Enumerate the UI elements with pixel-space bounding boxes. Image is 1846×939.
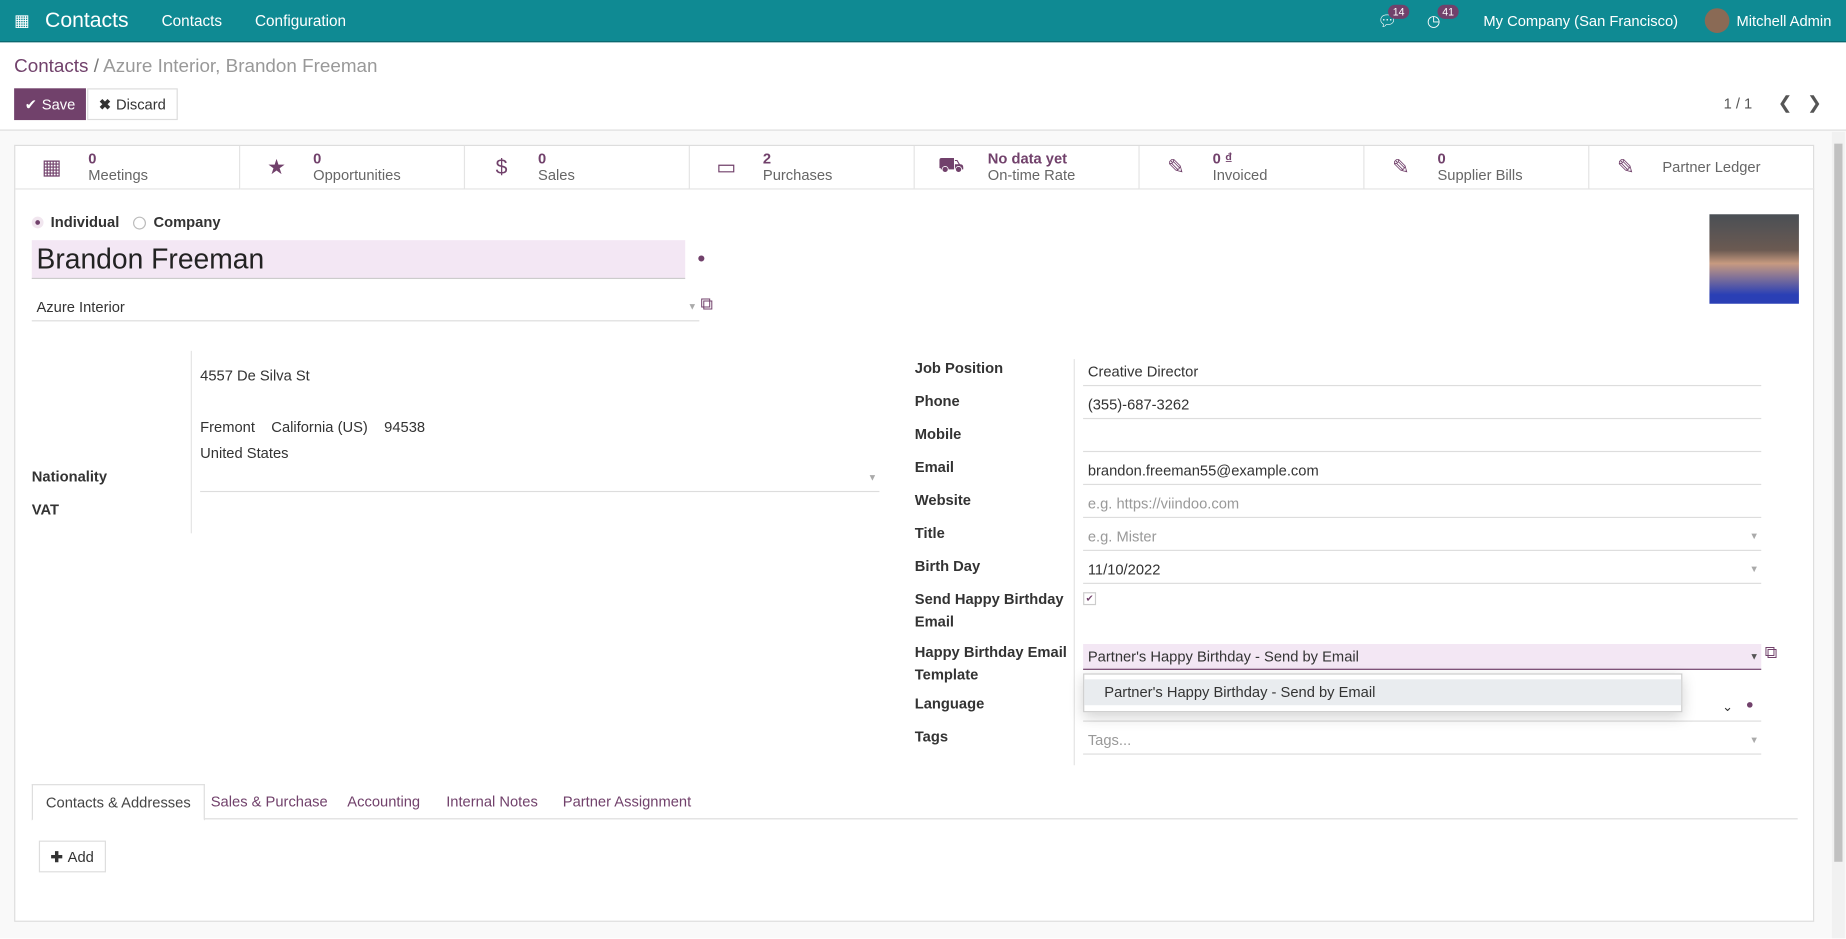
smart-button-invoiced[interactable]: ✎ 0 ₫ Invoiced [1139, 145, 1365, 190]
discard-button[interactable]: ✖ Discard [87, 88, 178, 121]
activities-badge: 41 [1437, 4, 1459, 19]
smart-button-on-time-rate[interactable]: ⛟ No data yet On-time Rate [914, 145, 1140, 190]
app-title[interactable]: Contacts [45, 8, 129, 32]
tab-sales-purchase[interactable]: Sales & Purchase [210, 793, 328, 810]
activities-icon[interactable]: ◷ 41 [1427, 4, 1459, 30]
field-input[interactable]: (355)-687-3262 [1083, 391, 1762, 420]
credit-card-icon: ▭ [716, 154, 737, 179]
field-input[interactable]: Partner's Happy Birthday - Send by Email… [1083, 643, 1762, 670]
external-link-icon[interactable]: ⧉ [1764, 642, 1778, 663]
label-field: Website [914, 492, 971, 509]
plus-icon: ✚ [50, 848, 63, 866]
caret-down-icon: ▼ [867, 472, 878, 483]
avatar-photo[interactable] [1709, 214, 1799, 304]
language-globe-icon[interactable]: ● [1745, 698, 1754, 713]
country[interactable]: United States [200, 445, 289, 462]
birthday-email-checkbox[interactable]: ✔ [1083, 592, 1097, 606]
menu-contacts[interactable]: Contacts [161, 11, 223, 30]
language-globe-icon[interactable]: ● [696, 249, 706, 267]
field-input[interactable]: ⌄ [1083, 693, 1762, 722]
label-vat: VAT [31, 501, 60, 519]
form-sheet: ▦ 0 Meetings ★ 0 Opportunities $0 Sales ▭ 2 Purcha… [14, 144, 1815, 922]
template-dropdown: Partner's Happy Birthday - Send by Email [1083, 673, 1683, 713]
smart-button-meetings[interactable]: ▦ 0 Meetings [15, 145, 241, 190]
smart-button-supplier-bills[interactable]: ✎ 0 Supplier Bills [1364, 145, 1590, 190]
label-field: Language [914, 695, 985, 713]
company-switcher[interactable]: My Company (San Francisco) [1483, 12, 1679, 29]
smart-button-opportunities[interactable]: ★ 0 Opportunities [240, 145, 466, 190]
zip[interactable]: 94538 [384, 419, 426, 436]
radio-individual[interactable]: Individual [31, 214, 120, 231]
label-field: Happy Birthday Email Template [914, 643, 1067, 683]
label-field: Title [914, 525, 945, 542]
star-icon: ★ [267, 154, 287, 179]
menu-configuration[interactable]: Configuration [254, 11, 347, 30]
tab-contacts-addresses[interactable]: Contacts & Addresses [31, 784, 205, 821]
label-field: Job Position [914, 360, 1004, 377]
smart-button-partner-ledger[interactable]: ✎ Partner Ledger [1589, 146, 1815, 190]
name-input[interactable]: Brandon Freeman [31, 240, 686, 280]
field-input[interactable]: e.g. https://viindoo.com [1083, 490, 1762, 519]
caret-down-icon: ▼ [687, 301, 697, 312]
save-button[interactable]: ✔ Save [14, 88, 86, 121]
pager-value: 1 / 1 [1723, 95, 1753, 112]
edit-icon: ✎ [1616, 154, 1635, 179]
label-field: Phone [914, 393, 960, 410]
notebook-tabs: Contacts & Addresses Sales & Purchase Acco… [31, 784, 1798, 821]
navbar: ▦ Contacts Contacts Configuration 💬︎ 14 ◷… [0, 0, 1846, 43]
calendar-icon: ▦ [41, 154, 62, 179]
label-field: Birth Day [914, 558, 981, 575]
pager-prev-button[interactable]: ❮ [1777, 93, 1793, 114]
field-input[interactable]: Tags... ▼ [1083, 726, 1762, 755]
field-input[interactable]: e.g. Mister ▼ [1083, 523, 1762, 551]
breadcrumb-current: Azure Interior, Brandon Freeman [103, 56, 378, 77]
pager-next-button[interactable]: ❯ [1807, 93, 1822, 114]
edit-icon: ✎ [1392, 154, 1410, 179]
caret-down-icon: ▼ [1749, 734, 1759, 746]
scrollbar[interactable] [1831, 131, 1845, 939]
field-input[interactable]: 11/10/2022 ▼ [1083, 556, 1762, 584]
tab-internal-notes[interactable]: Internal Notes [446, 793, 538, 810]
chevron-down-icon: ⌄ [1722, 700, 1733, 715]
label-field: Tags [914, 728, 949, 746]
company-field[interactable]: Azure Interior ▼ [31, 293, 700, 322]
breadcrumb-parent[interactable]: Contacts [14, 56, 89, 77]
user-menu[interactable]: Mitchell Admin [1736, 12, 1832, 29]
check-icon: ✔ [24, 96, 38, 114]
caret-down-icon: ▼ [1749, 530, 1759, 542]
city[interactable]: Fremont [200, 419, 255, 436]
radio-company[interactable]: Company [133, 214, 221, 231]
field-input[interactable] [1083, 424, 1762, 453]
external-link-icon[interactable]: ⧉ [700, 294, 714, 315]
messages-badge: 14 [1388, 4, 1410, 19]
apps-menu-icon[interactable]: ▦ [14, 10, 30, 30]
tab-accounting[interactable]: Accounting [347, 793, 421, 810]
truck-icon: ⛟ [937, 153, 965, 177]
close-icon: ✖ [98, 96, 112, 114]
label-field: Send Happy Birthday Email [914, 591, 1064, 630]
caret-down-icon: ▼ [1749, 651, 1759, 662]
label-field: Mobile [914, 426, 962, 443]
tab-partner-assignment[interactable]: Partner Assignment [562, 793, 692, 810]
dropdown-option[interactable]: Partner's Happy Birthday - Send by Email [1084, 679, 1682, 706]
street[interactable]: 4557 De Silva St [200, 367, 310, 384]
edit-icon: ✎ [1167, 154, 1186, 179]
smart-button-sales[interactable]: $0 Sales [465, 145, 690, 190]
label-field: Email [914, 459, 955, 476]
breadcrumb: Contacts / Azure Interior, Brandon Freem… [14, 56, 378, 77]
caret-down-icon: ▼ [1749, 563, 1759, 575]
control-panel: Contacts / Azure Interior, Brandon Freem… [0, 42, 1846, 131]
nationality-field[interactable]: ▼ [200, 464, 880, 493]
state[interactable]: California (US) [271, 419, 368, 436]
add-button[interactable]: ✚ Add [38, 840, 106, 873]
smart-button-purchases[interactable]: ▭ 2 Purchases [689, 145, 915, 190]
avatar[interactable] [1704, 8, 1730, 33]
label-nationality: Nationality [31, 468, 108, 486]
field-input[interactable]: Creative Director [1083, 358, 1762, 387]
messages-icon[interactable]: 💬︎ 14 [1377, 4, 1410, 30]
field-input[interactable]: brandon.freeman55@example.com [1083, 457, 1762, 486]
dollar-icon: $ [495, 154, 508, 179]
